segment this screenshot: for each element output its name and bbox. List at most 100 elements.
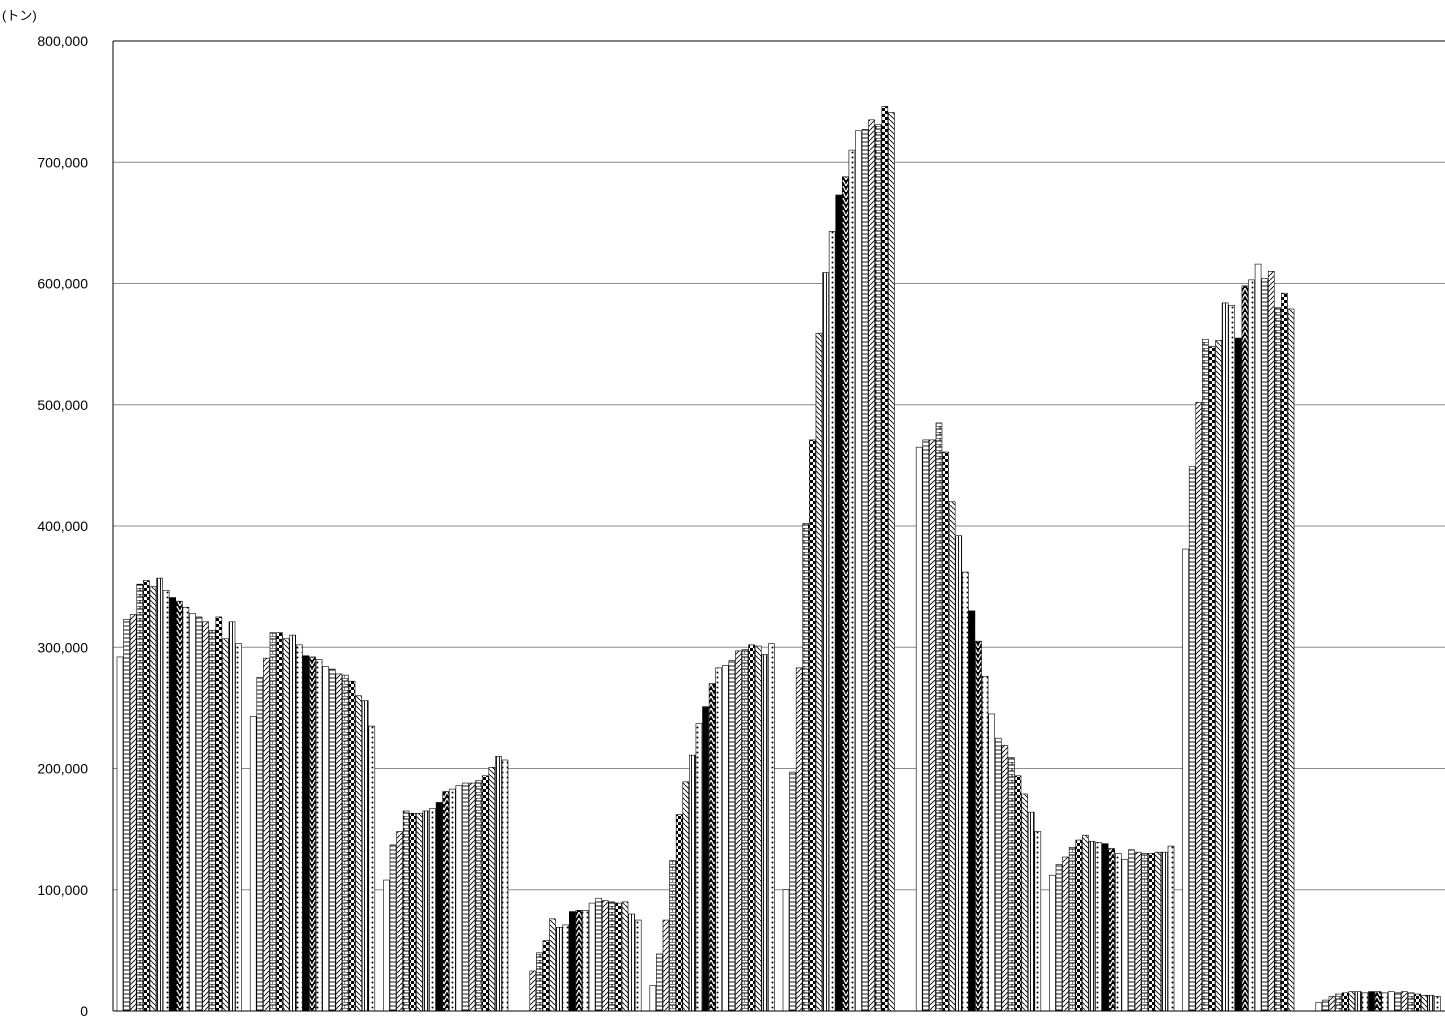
bar-group: [116, 577, 242, 1012]
bar: [1167, 845, 1175, 1012]
bar: [256, 677, 264, 1012]
bar: [1215, 340, 1222, 1012]
bar: [182, 606, 190, 1012]
bar: [682, 781, 690, 1012]
bar: [582, 910, 589, 1012]
bar-group: [649, 643, 775, 1012]
y-tick-label: 100,000: [37, 882, 88, 898]
bar: [396, 831, 403, 1012]
bar: [263, 657, 270, 1012]
bar: [628, 913, 635, 1012]
bar: [1434, 996, 1441, 1012]
bar: [383, 879, 390, 1012]
bar: [116, 656, 124, 1012]
bar: [1328, 996, 1336, 1012]
bar: [656, 953, 663, 1012]
bar: [822, 272, 829, 1012]
bar: [1341, 992, 1349, 1012]
bar: [1281, 292, 1288, 1012]
bar: [1387, 991, 1395, 1012]
axes: [112, 41, 1445, 1012]
bar: [1202, 338, 1209, 1012]
bar: [1182, 548, 1189, 1012]
bar: [1228, 305, 1236, 1012]
bar: [162, 589, 170, 1012]
bar: [389, 844, 397, 1012]
bar: [176, 600, 183, 1012]
y-tick-label: 300,000: [37, 639, 88, 655]
bar: [1221, 302, 1229, 1012]
bar: [741, 649, 749, 1012]
bar: [975, 640, 982, 1012]
bar: [1154, 851, 1162, 1012]
bar: [575, 910, 583, 1012]
bar: [1134, 851, 1142, 1012]
bar: [361, 700, 369, 1012]
bar: [208, 629, 216, 1012]
bar: [322, 666, 329, 1012]
bar: [368, 725, 376, 1012]
y-tick-label: 800,000: [37, 33, 88, 49]
bar: [702, 706, 709, 1012]
bar-group: [1315, 991, 1441, 1012]
bar: [795, 667, 803, 1012]
bar: [621, 901, 629, 1012]
bar: [289, 634, 297, 1012]
bar: [249, 716, 257, 1012]
bar: [789, 771, 796, 1012]
bar: [429, 808, 436, 1012]
bars: [116, 106, 1441, 1012]
bar: [1248, 279, 1255, 1012]
bar: [1049, 874, 1056, 1012]
bar: [1335, 993, 1342, 1012]
bar: [455, 785, 463, 1012]
bar: [1014, 775, 1022, 1012]
bar-group: [529, 897, 642, 1012]
bar: [1082, 834, 1089, 1012]
bar: [1088, 840, 1096, 1012]
bar: [955, 535, 963, 1012]
bar: [669, 860, 676, 1012]
bar: [1368, 991, 1375, 1012]
bar: [855, 130, 862, 1012]
bar-group: [782, 106, 895, 1012]
bar: [269, 632, 277, 1012]
bar: [1095, 842, 1102, 1012]
bar: [495, 756, 502, 1012]
bar: [861, 129, 869, 1012]
y-axis-tick-labels: 0 100,000 200,000 300,000 400,000 500,000 600,…: [37, 33, 88, 1017]
bar: [1427, 994, 1435, 1012]
bar: [802, 523, 810, 1012]
bar: [169, 597, 177, 1012]
bar-group: [383, 756, 509, 1012]
bar: [282, 638, 290, 1012]
bar: [1420, 994, 1428, 1012]
bar: [462, 782, 469, 1012]
bar: [468, 782, 476, 1012]
bar: [442, 791, 449, 1012]
bar: [988, 713, 995, 1012]
bar: [315, 659, 323, 1012]
bar: [1027, 811, 1035, 1012]
bar: [123, 619, 130, 1012]
bar: [1108, 848, 1115, 1012]
bar: [555, 927, 563, 1012]
bar: [708, 683, 716, 1012]
bar: [948, 501, 956, 1012]
y-tick-label: 700,000: [37, 154, 88, 170]
bar: [768, 643, 775, 1012]
bar: [435, 802, 443, 1012]
bar: [981, 676, 989, 1012]
bar: [355, 695, 362, 1012]
bar: [848, 149, 856, 1012]
bar: [994, 737, 1002, 1012]
bar: [1055, 863, 1063, 1012]
bar: [416, 813, 423, 1012]
bar: [189, 612, 196, 1012]
bar: [296, 644, 303, 1012]
bar: [228, 621, 236, 1012]
bar: [721, 665, 729, 1012]
bar: [1188, 466, 1196, 1012]
